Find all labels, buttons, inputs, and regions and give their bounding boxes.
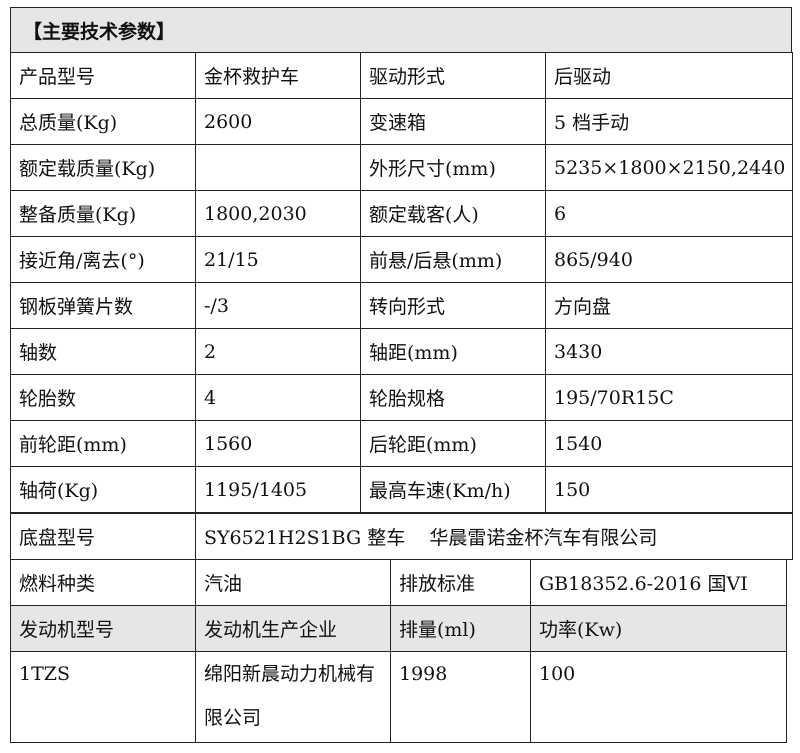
spec-value: 865/940: [545, 236, 793, 283]
spec-value: 4: [195, 374, 361, 421]
chassis-table: 底盘型号 SY6521H2S1BG 整车 华晨雷诺金杯汽车有限公司: [10, 513, 793, 560]
table-row: 底盘型号 SY6521H2S1BG 整车 华晨雷诺金杯汽车有限公司: [10, 513, 793, 560]
engine-header-row: 发动机型号 发动机生产企业 排量(ml) 功率(Kw): [10, 605, 787, 652]
engine-values-row: 1TZS 绵阳新晨动力机械有限公司 1998 100: [10, 651, 787, 743]
table-row: 轮胎数 4 轮胎规格 195/70R15C: [10, 374, 793, 421]
emission-label: 排放标准: [390, 559, 531, 606]
section-title: 【主要技术参数】: [10, 7, 792, 53]
spec-value: 5 档手动: [545, 98, 793, 145]
spec-value: 2: [195, 328, 361, 375]
spec-value: 1540: [545, 420, 793, 467]
table-row: 前轮距(mm) 1560 后轮距(mm) 1540: [10, 420, 793, 467]
engine-header-maker: 发动机生产企业: [195, 605, 391, 652]
spec-value: 3430: [545, 328, 793, 375]
spec-label: 总质量(Kg): [10, 98, 196, 145]
spec-value: 1560: [195, 420, 361, 467]
spec-value: 后驱动: [545, 52, 793, 99]
spec-label: 整备质量(Kg): [10, 190, 196, 237]
engine-header-model: 发动机型号: [10, 605, 196, 652]
table-row: 总质量(Kg) 2600 变速箱 5 档手动: [10, 98, 793, 145]
fuel-value: 汽油: [195, 559, 391, 606]
spec-label: 轮胎规格: [360, 374, 546, 421]
engine-displacement: 1998: [390, 651, 531, 743]
spec-label: 额定载客(人): [360, 190, 546, 237]
emission-value: GB18352.6-2016 国VI: [530, 559, 787, 606]
chassis-value: SY6521H2S1BG 整车 华晨雷诺金杯汽车有限公司: [195, 513, 793, 560]
spec-value: 1195/1405: [195, 466, 361, 513]
table-row: 产品型号 金杯救护车 驱动形式 后驱动: [10, 52, 793, 99]
engine-header-displacement: 排量(ml): [390, 605, 531, 652]
spec-value: [195, 144, 361, 191]
spec-label: 前悬/后悬(mm): [360, 236, 546, 283]
spec-label: 钢板弹簧片数: [10, 282, 196, 329]
table-row: 燃料种类 汽油 排放标准 GB18352.6-2016 国VI: [10, 559, 787, 606]
spec-label: 后轮距(mm): [360, 420, 546, 467]
fuel-label: 燃料种类: [10, 559, 196, 606]
spec-value: 21/15: [195, 236, 361, 283]
engine-model: 1TZS: [10, 651, 196, 743]
table-row: 接近角/离去(°) 21/15 前悬/后悬(mm) 865/940: [10, 236, 793, 283]
spec-label: 驱动形式: [360, 52, 546, 99]
spec-label: 外形尺寸(mm): [360, 144, 546, 191]
spec-value: 195/70R15C: [545, 374, 793, 421]
spec-label: 额定载质量(Kg): [10, 144, 196, 191]
table-row: 轴数 2 轴距(mm) 3430: [10, 328, 793, 375]
spec-label: 变速箱: [360, 98, 546, 145]
spec-value: 6: [545, 190, 793, 237]
engine-maker: 绵阳新晨动力机械有限公司: [195, 651, 391, 743]
table-row: 轴荷(Kg) 1195/1405 最高车速(Km/h) 150: [10, 466, 793, 513]
spec-value: 150: [545, 466, 793, 513]
spec-value: 金杯救护车: [195, 52, 361, 99]
spec-label: 轴荷(Kg): [10, 466, 196, 513]
spec-label: 转向形式: [360, 282, 546, 329]
spec-value: -/3: [195, 282, 361, 329]
spec-value: 1800,2030: [195, 190, 361, 237]
spec-label: 产品型号: [10, 52, 196, 99]
section-title-table: 【主要技术参数】: [10, 7, 792, 53]
spec-value: 5235×1800×2150,2440: [545, 144, 793, 191]
table-row: 额定载质量(Kg) 外形尺寸(mm) 5235×1800×2150,2440: [10, 144, 793, 191]
spec-label: 轴距(mm): [360, 328, 546, 375]
spec-value: 2600: [195, 98, 361, 145]
spec-value: 方向盘: [545, 282, 793, 329]
spec-label: 轴数: [10, 328, 196, 375]
engine-table: 燃料种类 汽油 排放标准 GB18352.6-2016 国VI 发动机型号 发动…: [10, 559, 787, 743]
engine-header-power: 功率(Kw): [530, 605, 787, 652]
chassis-label: 底盘型号: [10, 513, 196, 560]
spec-label: 接近角/离去(°): [10, 236, 196, 283]
engine-power: 100: [530, 651, 787, 743]
spec-label: 最高车速(Km/h): [360, 466, 546, 513]
table-row: 整备质量(Kg) 1800,2030 额定载客(人) 6: [10, 190, 793, 237]
spec-label: 轮胎数: [10, 374, 196, 421]
spec-label: 前轮距(mm): [10, 420, 196, 467]
table-row: 钢板弹簧片数 -/3 转向形式 方向盘: [10, 282, 793, 329]
spec-table: 产品型号 金杯救护车 驱动形式 后驱动 总质量(Kg) 2600 变速箱 5 档手动 额定载质量…: [10, 52, 793, 513]
